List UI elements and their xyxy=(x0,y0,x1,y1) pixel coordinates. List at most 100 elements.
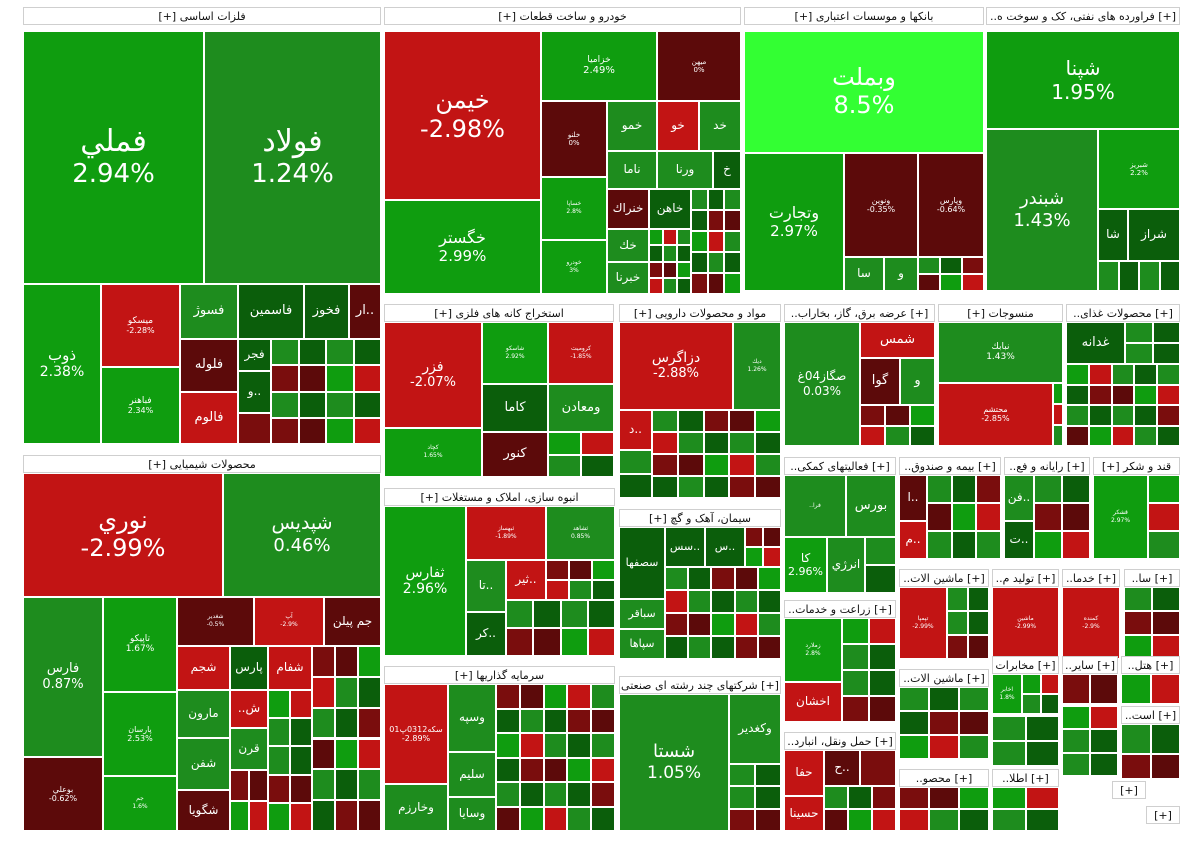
small-stock-cell[interactable] xyxy=(1034,503,1062,531)
small-stock-cell[interactable] xyxy=(560,628,588,656)
stock-tile[interactable]: وكغدير xyxy=(729,694,781,764)
small-stock-cell[interactable] xyxy=(1150,724,1180,754)
small-stock-cell[interactable] xyxy=(1157,405,1180,426)
small-stock-cell[interactable] xyxy=(665,567,689,590)
small-stock-cell[interactable] xyxy=(298,391,326,418)
small-stock-cell[interactable] xyxy=(567,708,592,733)
small-stock-cell[interactable] xyxy=(734,636,758,659)
stock-tile[interactable]: ميسكو -2.28% xyxy=(101,284,180,367)
small-stock-cell[interactable] xyxy=(1066,405,1089,426)
small-stock-cell[interactable] xyxy=(869,618,896,644)
small-stock-cell[interactable] xyxy=(1118,261,1139,291)
small-stock-cell[interactable] xyxy=(1134,384,1158,405)
stock-tile[interactable]: سا xyxy=(844,257,884,291)
small-stock-cell[interactable] xyxy=(1025,716,1059,741)
small-stock-cell[interactable] xyxy=(326,391,354,418)
stock-tile[interactable]: ..ح xyxy=(824,750,860,786)
stock-tile[interactable]: آپ -2.9% xyxy=(254,597,324,646)
small-stock-cell[interactable] xyxy=(592,580,615,600)
small-stock-cell[interactable] xyxy=(1152,635,1180,659)
sector-header[interactable]: انبوه سازی، املاک و مستغلات [+] xyxy=(384,488,615,506)
small-stock-cell[interactable] xyxy=(567,806,592,831)
sector-header[interactable]: محصولات شیمیایی [+] xyxy=(23,455,381,473)
small-stock-cell[interactable] xyxy=(899,711,929,735)
small-stock-cell[interactable] xyxy=(1062,752,1090,776)
small-stock-cell[interactable] xyxy=(729,432,756,454)
small-stock-cell[interactable] xyxy=(1066,384,1089,405)
small-stock-cell[interactable] xyxy=(312,676,335,708)
small-stock-cell[interactable] xyxy=(968,611,989,635)
small-stock-cell[interactable] xyxy=(755,808,781,831)
stock-tile[interactable]: ..فن xyxy=(1004,475,1034,521)
small-stock-cell[interactable] xyxy=(968,635,989,659)
small-stock-cell[interactable] xyxy=(1062,729,1090,753)
small-stock-cell[interactable] xyxy=(1111,384,1135,405)
sector-header[interactable]: [+] هتل.. xyxy=(1121,656,1180,674)
small-stock-cell[interactable] xyxy=(652,410,678,432)
small-stock-cell[interactable] xyxy=(496,684,520,709)
small-stock-cell[interactable] xyxy=(268,746,290,775)
small-stock-cell[interactable] xyxy=(724,273,741,294)
small-stock-cell[interactable] xyxy=(757,636,781,659)
sector-header[interactable]: [+] زراعت و خدمات.. xyxy=(784,600,896,618)
small-stock-cell[interactable] xyxy=(1088,384,1112,405)
small-stock-cell[interactable] xyxy=(677,261,691,278)
stock-tile[interactable]: فملي 2.94% xyxy=(23,31,204,284)
stock-tile[interactable]: ميهن 0% xyxy=(657,31,741,101)
small-stock-cell[interactable] xyxy=(1034,475,1062,503)
small-stock-cell[interactable] xyxy=(1148,475,1180,503)
small-stock-cell[interactable] xyxy=(711,636,735,659)
stock-tile[interactable]: جم پيلن xyxy=(324,597,381,646)
stock-tile[interactable]: شا xyxy=(1098,209,1128,261)
small-stock-cell[interactable] xyxy=(496,782,520,807)
small-stock-cell[interactable] xyxy=(885,425,910,446)
small-stock-cell[interactable] xyxy=(1159,261,1180,291)
sector-header[interactable]: [+] مخابرات xyxy=(992,656,1059,674)
small-stock-cell[interactable] xyxy=(688,590,712,613)
sector-header[interactable]: [+] فعالیتهای کمکی.. xyxy=(784,457,896,475)
small-stock-cell[interactable] xyxy=(1062,503,1090,531)
small-stock-cell[interactable] xyxy=(691,189,708,210)
small-stock-cell[interactable] xyxy=(927,475,952,503)
stock-tile[interactable]: خلنو 0% xyxy=(541,101,607,177)
small-stock-cell[interactable] xyxy=(1022,674,1041,694)
stock-tile[interactable]: خ xyxy=(713,151,741,189)
small-stock-cell[interactable] xyxy=(976,475,1001,503)
small-stock-cell[interactable] xyxy=(1088,405,1112,426)
small-stock-cell[interactable] xyxy=(1025,809,1059,831)
small-stock-cell[interactable] xyxy=(703,476,730,498)
stock-tile[interactable]: وسپه xyxy=(448,684,496,752)
stock-tile[interactable]: شپديس 0.46% xyxy=(223,473,381,597)
stock-tile[interactable]: گوا xyxy=(860,358,900,405)
small-stock-cell[interactable] xyxy=(745,527,763,547)
stock-tile[interactable]: قشكر 2.97% xyxy=(1093,475,1148,559)
small-stock-cell[interactable] xyxy=(1152,343,1180,364)
small-stock-cell[interactable] xyxy=(707,189,725,210)
small-stock-cell[interactable] xyxy=(755,454,781,476)
stock-tile[interactable]: نوري -2.99% xyxy=(23,473,223,597)
stock-tile[interactable]: ماشين -2.99% xyxy=(992,587,1059,659)
small-stock-cell[interactable] xyxy=(326,339,354,366)
small-stock-cell[interactable] xyxy=(1134,364,1158,385)
stock-tile[interactable]: كا 2.96% xyxy=(784,537,827,593)
stock-tile[interactable]: خك xyxy=(607,229,649,262)
small-stock-cell[interactable] xyxy=(691,273,708,294)
small-stock-cell[interactable] xyxy=(581,454,614,477)
stock-tile[interactable]: خد xyxy=(699,101,741,151)
stock-tile[interactable]: انرژي xyxy=(827,537,865,593)
small-stock-cell[interactable] xyxy=(543,806,568,831)
stock-tile[interactable]: ..و xyxy=(238,371,271,413)
small-stock-cell[interactable] xyxy=(496,733,520,758)
small-stock-cell[interactable] xyxy=(1152,611,1180,635)
small-stock-cell[interactable] xyxy=(1121,754,1151,779)
stock-tile[interactable]: پارسان 2.53% xyxy=(103,692,177,776)
small-stock-cell[interactable] xyxy=(947,611,968,635)
stock-tile[interactable]: خيمن -2.98% xyxy=(384,31,541,200)
small-stock-cell[interactable] xyxy=(724,231,741,252)
stock-tile[interactable]: ثبهساز -1.89% xyxy=(466,506,546,560)
small-stock-cell[interactable] xyxy=(663,277,677,295)
stock-tile[interactable]: وتجارت 2.97% xyxy=(744,153,844,291)
small-stock-cell[interactable] xyxy=(230,770,249,801)
small-stock-cell[interactable] xyxy=(992,787,1026,809)
small-stock-cell[interactable] xyxy=(1090,706,1118,730)
